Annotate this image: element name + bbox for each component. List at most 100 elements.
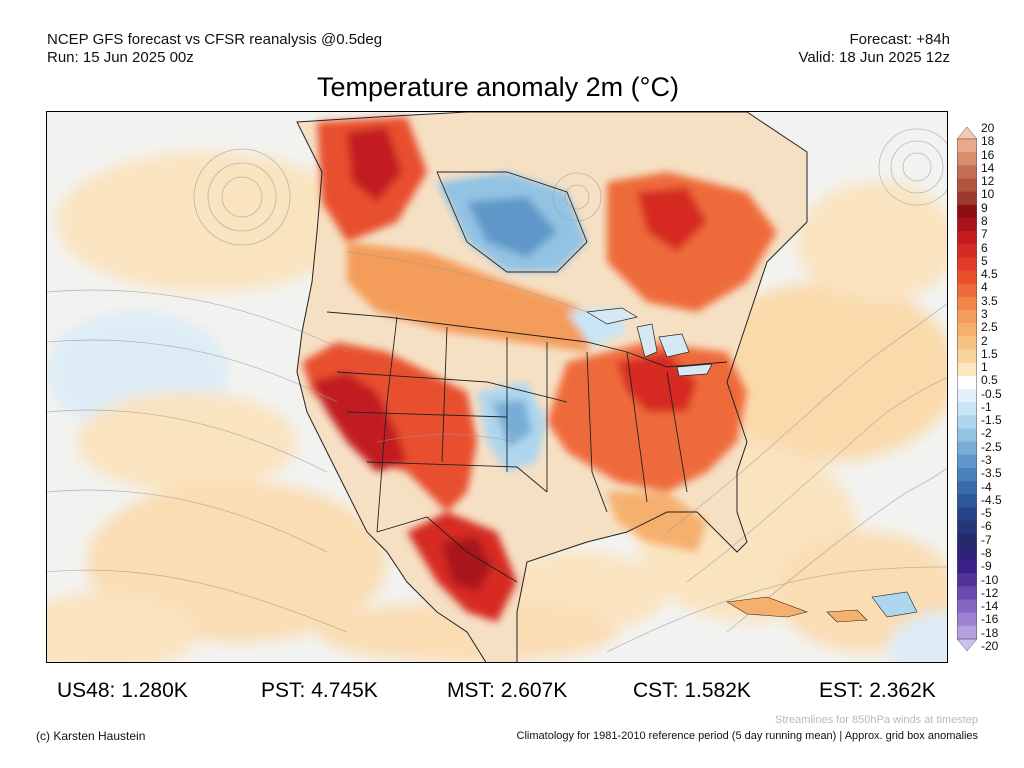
colorbar-swatch (957, 415, 977, 429)
forecast-hour: Forecast: +84h (849, 31, 950, 48)
colorbar-swatch (957, 310, 977, 324)
colorbar-swatch (957, 349, 977, 364)
climatology-note: Climatology for 1981-2010 reference peri… (516, 730, 978, 742)
colorbar-tick-label: 16 (981, 147, 995, 162)
colorbar-tick-label: -14 (981, 599, 999, 614)
colorbar-swatch (957, 165, 977, 179)
stat-est: EST: 2.362K (819, 678, 936, 704)
map-title: Temperature anomaly 2m (°C) (317, 72, 679, 102)
colorbar-swatch (957, 441, 977, 456)
colorbar-swatch (957, 296, 977, 311)
stat-cst: CST: 1.582K (633, 678, 751, 704)
colorbar-swatch (957, 336, 977, 350)
anomaly-map (46, 111, 948, 663)
colorbar-tick-label: 12 (981, 174, 995, 189)
colorbar-bottom-arrow (956, 638, 978, 652)
colorbar-tick-label: -6 (981, 519, 992, 534)
colorbar-swatch (957, 231, 977, 245)
stat-mst-label: MST: (447, 679, 495, 702)
colorbar-swatch (957, 494, 977, 508)
valid-time: Valid: 18 Jun 2025 12z (798, 49, 950, 66)
stat-pst-label: PST: (261, 679, 306, 702)
stat-cst-label: CST: (633, 679, 679, 702)
colorbar-swatch (957, 152, 977, 166)
regional-stats: US48: 1.280K PST: 4.745K MST: 2.607K CST… (0, 678, 1024, 706)
run-time: Run: 15 Jun 2025 00z (47, 49, 194, 66)
colorbar-swatch (957, 573, 977, 587)
colorbar-swatch (957, 402, 977, 416)
colorbar-tick-label: 3.5 (981, 293, 998, 308)
colorbar-tick-label: -7 (981, 532, 992, 547)
colorbar-swatch (957, 546, 977, 561)
colorbar-swatch (957, 217, 977, 232)
colorbar-tick-label: -18 (981, 625, 999, 640)
colorbar-top-arrow (956, 126, 978, 140)
colorbar-tick-label: -10 (981, 572, 999, 587)
colorbar-tick-label: -3.5 (981, 466, 1002, 481)
colorbar-tick-label: 9 (981, 200, 988, 215)
colorbar-swatch (957, 625, 977, 640)
colorbar-tick-label: -9 (981, 559, 992, 574)
colorbar-swatch (957, 586, 977, 600)
colorbar-swatch (957, 178, 977, 193)
colorbar-tick-label: 2 (981, 333, 988, 348)
colorbar-tick-label: -16 (981, 612, 999, 627)
colorbar-svg (956, 126, 978, 652)
colorbar-swatch (957, 428, 977, 443)
colorbar-outline (957, 138, 977, 640)
colorbar-tick-label: -0.5 (981, 386, 1002, 401)
anomaly-map-image (47, 112, 947, 662)
model-description: NCEP GFS forecast vs CFSR reanalysis @0.… (47, 31, 383, 48)
colorbar-swatch (957, 270, 977, 285)
colorbar-tick-label: -4.5 (981, 492, 1002, 507)
colorbar-tick-label: -12 (981, 585, 999, 600)
colorbar-tick-label: -2.5 (981, 439, 1002, 454)
colorbar-swatch (957, 362, 977, 377)
header-left: NCEP GFS forecast vs CFSR reanalysis @0.… (47, 31, 382, 67)
colorbar-swatch (957, 191, 977, 206)
colorbar-tick-label: 18 (981, 134, 995, 149)
colorbar-swatch (957, 204, 977, 219)
colorbar-tick-label: -5 (981, 506, 992, 521)
colorbar-swatch (957, 323, 977, 337)
colorbar-swatch (957, 244, 977, 258)
colorbar-tick-label: -2 (981, 426, 992, 441)
colorbar-swatch (957, 507, 977, 521)
streamlines-note: Streamlines for 850hPa winds at timestep (775, 714, 978, 726)
colorbar-tick-label: -1.5 (981, 413, 1002, 428)
colorbar-tick-label: -1 (981, 399, 992, 414)
colorbar-tick-label: 0.5 (981, 373, 998, 388)
colorbar-tick-label: 4.5 (981, 267, 998, 282)
colorbar-tick-label: 7 (981, 227, 988, 242)
colorbar (956, 126, 978, 652)
colorbar-swatch (957, 520, 977, 535)
copyright: (c) Karsten Haustein (36, 729, 146, 743)
colorbar-swatch (957, 481, 977, 495)
colorbar-tick-label: 14 (981, 160, 995, 175)
colorbar-swatch (957, 612, 977, 627)
colorbar-tick-label: 10 (981, 187, 995, 202)
colorbar-tick-label: 3 (981, 306, 988, 321)
stat-cst-value: 1.582K (684, 679, 751, 702)
colorbar-tick-label: 1.5 (981, 346, 998, 361)
colorbar-swatch (957, 389, 977, 403)
stat-mst: MST: 2.607K (447, 678, 567, 704)
colorbar-swatch (957, 283, 977, 298)
colorbar-swatch (957, 375, 977, 390)
colorbar-tick-label: 1 (981, 360, 988, 375)
colorbar-tick-label: -20 (981, 639, 999, 653)
colorbar-swatch (957, 139, 977, 153)
colorbar-tick-label: -8 (981, 546, 992, 561)
stat-us48-label: US48: (57, 679, 116, 702)
stat-mst-value: 2.607K (500, 679, 568, 702)
colorbar-tick-label: 5 (981, 253, 988, 268)
colorbar-swatch (957, 533, 977, 548)
colorbar-tick-label: 8 (981, 213, 988, 228)
colorbar-tick-label: 6 (981, 240, 988, 255)
colorbar-swatch (957, 257, 977, 271)
stat-pst-value: 4.745K (311, 679, 378, 702)
stat-est-label: EST: (819, 679, 864, 702)
stat-est-value: 2.362K (869, 679, 936, 702)
colorbar-tick-label: 2.5 (981, 320, 998, 335)
colorbar-swatch (957, 560, 977, 574)
